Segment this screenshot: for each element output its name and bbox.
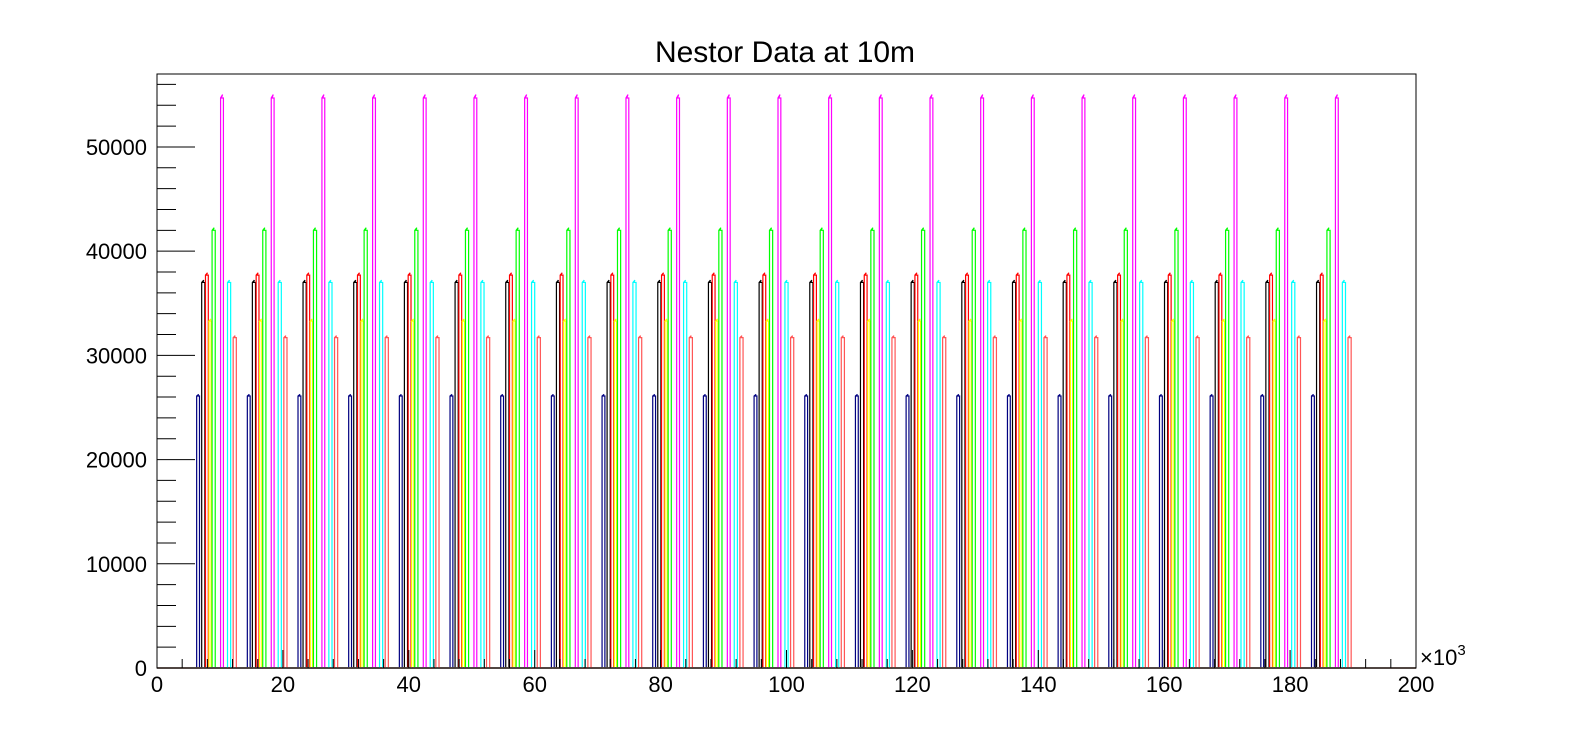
x-tick-label: 180 xyxy=(1272,672,1309,697)
series-line-7 xyxy=(157,279,1416,669)
y-tick-label: 40000 xyxy=(86,239,147,264)
y-tick-label: 50000 xyxy=(86,135,147,160)
y-tick-label: 0 xyxy=(135,656,147,681)
x-tick-label: 100 xyxy=(768,672,805,697)
x-tick-label: 60 xyxy=(522,672,546,697)
series-line-3 xyxy=(157,272,1416,669)
series-line-6 xyxy=(157,94,1416,669)
series-line-1 xyxy=(157,393,1416,669)
chart-title: Nestor Data at 10m xyxy=(655,36,915,69)
axes-layer: 0 10000 20000 30000 40000 50000 0 20 40 60 80 100 12… xyxy=(86,83,1435,697)
y-tick-label: 10000 xyxy=(86,552,147,577)
x-tick-label: 0 xyxy=(151,672,163,697)
x-axis-exponent-label: ×103 xyxy=(1420,642,1466,670)
x-tick-label: 120 xyxy=(894,672,931,697)
series-line-5 xyxy=(157,227,1416,669)
series-line-2 xyxy=(157,279,1416,669)
x-axis-exponent-base: ×10 xyxy=(1420,645,1457,670)
series-line-4 xyxy=(157,318,1416,669)
x-tick-label: 140 xyxy=(1020,672,1057,697)
x-tick-label: 40 xyxy=(397,672,421,697)
x-tick-label: 80 xyxy=(648,672,672,697)
x-tick-label: 160 xyxy=(1146,672,1183,697)
series-layer xyxy=(157,94,1416,669)
y-tick-label: 20000 xyxy=(86,448,147,473)
series-line-8 xyxy=(157,335,1416,669)
y-tick-label: 30000 xyxy=(86,343,147,368)
x-tick-label: 20 xyxy=(271,672,295,697)
x-tick-label: 200 xyxy=(1398,672,1435,697)
x-axis-exponent-power: 3 xyxy=(1457,642,1465,659)
